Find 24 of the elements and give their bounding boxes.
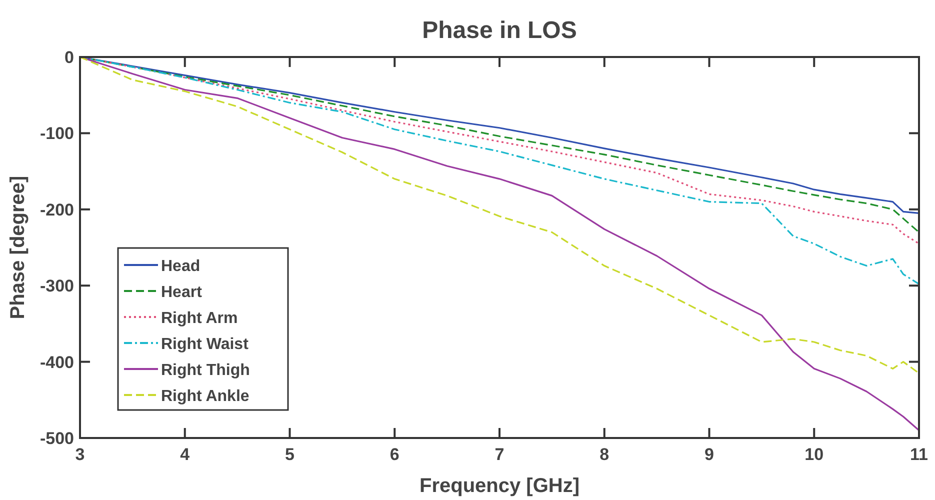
legend-label: Head (161, 258, 200, 275)
y-tick-label: 0 (64, 48, 74, 67)
y-tick-label: -200 (40, 200, 74, 220)
x-tick-label: 4 (180, 445, 190, 464)
chart-title: Phase in LOS (422, 17, 577, 44)
x-tick-label: 11 (910, 445, 928, 464)
x-axis-title: Frequency [GHz] (419, 475, 580, 497)
y-tick-label: -100 (40, 124, 74, 144)
x-tick-label: 10 (804, 445, 824, 464)
legend-label: Heart (161, 284, 203, 301)
legend-label: Right Thigh (161, 362, 250, 379)
y-tick-label: -500 (40, 429, 74, 448)
x-tick-label: 6 (390, 445, 400, 464)
y-tick-label: -300 (40, 276, 74, 296)
y-tick-label: -400 (40, 352, 74, 372)
legend-label: Right Arm (161, 310, 238, 327)
legend-label: Right Waist (161, 336, 250, 353)
x-tick-label: 9 (704, 445, 714, 464)
x-tick-label: 5 (285, 445, 294, 464)
y-axis-title: Phase [degree] (7, 176, 29, 320)
x-tick-label: 3 (75, 445, 85, 464)
legend-label: Right Ankle (161, 388, 250, 405)
x-tick-label: 8 (600, 445, 610, 464)
x-tick-label: 7 (494, 445, 504, 464)
